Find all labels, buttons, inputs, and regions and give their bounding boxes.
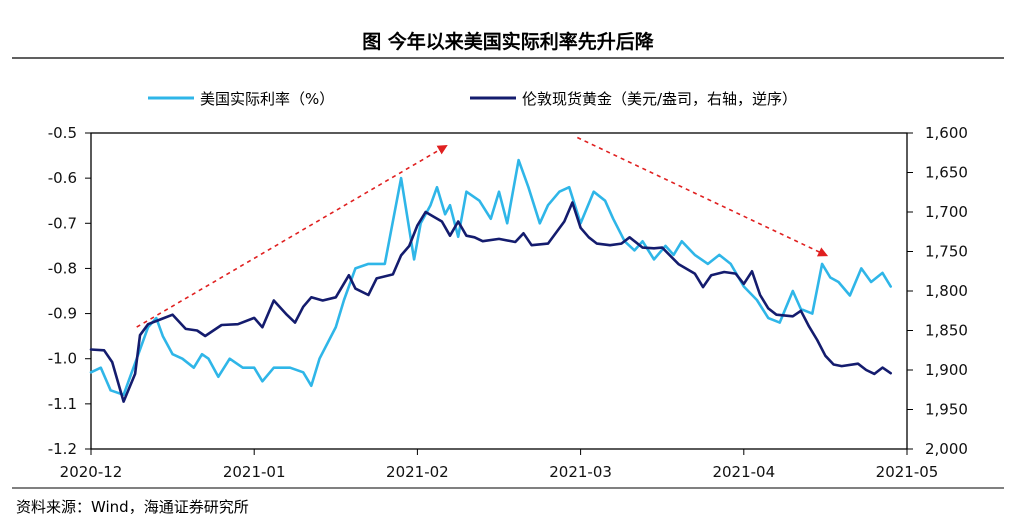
x-axis: 2020-12 2021-01 2021-02 2021-03 2021-04 2021-…: [60, 449, 939, 481]
x-tick-label: 2021-02: [386, 463, 449, 481]
legend-label-real-rate: 美国实际利率（%）: [200, 90, 334, 108]
source-note: 资料来源：Wind，海通证券研究所: [16, 498, 249, 516]
right-y-tick-label: 1,600: [925, 124, 968, 142]
right-y-tick-label: 1,950: [925, 401, 968, 419]
right-y-tick-label: 1,700: [925, 203, 968, 221]
x-tick-label: 2021-05: [876, 463, 939, 481]
left-y-tick-label: -0.6: [48, 169, 77, 187]
chart-title: 图 今年以来美国实际利率先升后降: [362, 30, 655, 53]
x-tick-label: 2021-03: [549, 463, 612, 481]
left-y-tick-label: -1.2: [48, 440, 77, 458]
right-y-tick-label: 1,650: [925, 164, 968, 182]
left-y-axis: -1.2 -1.1 -1.0 -0.9 -0.8 -0.7 -0.6 -0.5: [48, 124, 91, 458]
right-y-tick-label: 1,750: [925, 243, 968, 261]
legend: 美国实际利率（%） 伦敦现货黄金（美元/盎司，右轴，逆序）: [148, 90, 797, 108]
left-y-tick-label: -1.0: [48, 350, 77, 368]
left-y-tick-label: -0.9: [48, 305, 77, 323]
series-layer: [89, 158, 893, 403]
left-y-tick-label: -0.5: [48, 124, 77, 142]
plot-area: [90, 132, 908, 450]
x-tick-label: 2021-04: [712, 463, 775, 481]
right-y-tick-label: 1,900: [925, 361, 968, 379]
right-y-tick-label: 2,000: [925, 440, 968, 458]
left-y-tick-label: -0.8: [48, 259, 77, 277]
legend-label-gold: 伦敦现货黄金（美元/盎司，右轴，逆序）: [522, 90, 797, 108]
x-tick-label: 2021-01: [223, 463, 286, 481]
trend-arrow-2: [576, 136, 829, 257]
x-tick-label: 2020-12: [60, 463, 123, 481]
left-y-tick-label: -1.1: [48, 395, 77, 413]
trend-arrow-1: [136, 145, 448, 328]
right-y-tick-label: 1,800: [925, 282, 968, 300]
series-gold-line: [89, 201, 893, 403]
annotation-layer: [136, 136, 829, 328]
left-y-tick-label: -0.7: [48, 214, 77, 232]
series-real-rate-line: [89, 158, 893, 397]
right-y-tick-label: 1,850: [925, 322, 968, 340]
right-y-axis: 1,600 1,650 1,700 1,750 1,800 1,850 1,900 1,950…: [907, 124, 968, 458]
